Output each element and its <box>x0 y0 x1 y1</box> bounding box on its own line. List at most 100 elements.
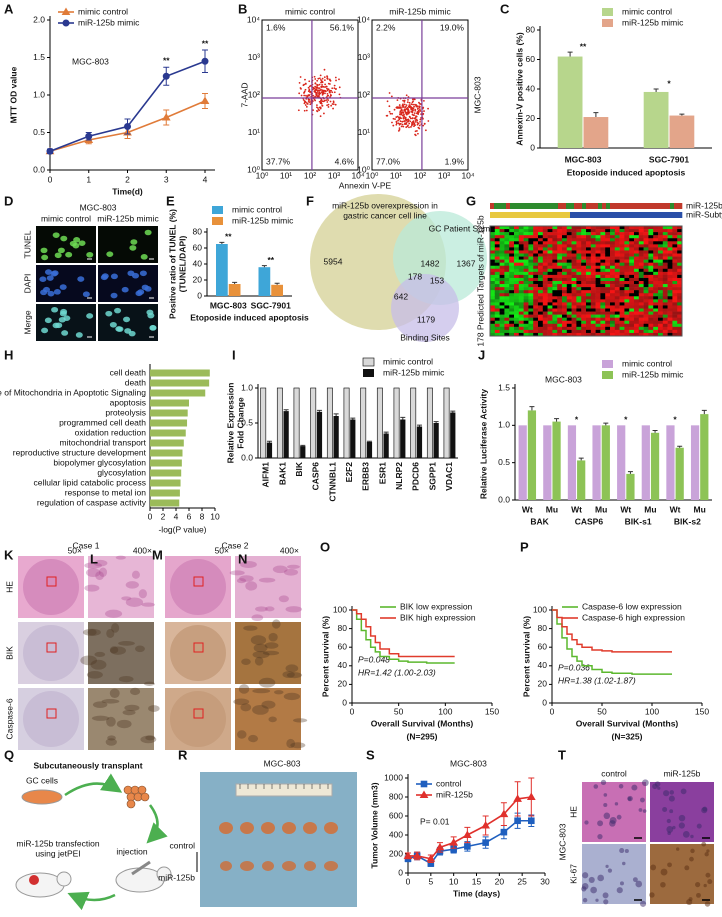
heatmap-cell <box>528 332 534 337</box>
marker <box>499 809 509 818</box>
bar <box>150 439 184 447</box>
heatmap-cell <box>634 314 640 318</box>
event-dot <box>318 92 321 95</box>
heatmap-cell <box>576 290 582 294</box>
heatmap-cell <box>586 244 592 248</box>
event-dot <box>309 90 312 93</box>
heatmap-cell <box>509 241 515 245</box>
heatmap-cell <box>533 308 539 312</box>
cell-blob <box>84 584 100 592</box>
heatmap-cell <box>605 314 611 318</box>
x-axis-label: Annexin V-PE <box>339 180 392 190</box>
heatmap-cell <box>528 262 534 267</box>
nucleus <box>53 289 61 295</box>
heatmap-cell <box>547 287 553 291</box>
scheme-title: Subcutaneously transplant <box>33 760 142 770</box>
event-dot <box>393 108 396 111</box>
heatmap-cell <box>518 311 524 315</box>
heatmap-cell <box>499 314 505 318</box>
event-dot <box>407 120 409 123</box>
heatmap-cell <box>518 226 524 230</box>
y-tick-label: 10¹ <box>358 127 370 137</box>
heatmap-cell <box>518 281 524 285</box>
bar <box>443 387 450 459</box>
heatmap-cell <box>566 247 572 251</box>
cell-blob <box>92 701 108 709</box>
heatmap-cell <box>542 250 548 254</box>
heatmap-cell <box>610 256 616 260</box>
heatmap-cell <box>667 287 673 291</box>
bar <box>360 387 367 459</box>
y-tick-label: 40 <box>193 258 203 268</box>
x-tick-label: 10 <box>210 511 220 521</box>
event-dot <box>329 91 331 94</box>
heatmap-cell <box>528 277 534 282</box>
heatmap-cell <box>648 226 654 230</box>
heatmap-cell <box>648 323 654 328</box>
nucleus <box>109 321 117 328</box>
x-tick-label: Mu <box>546 504 558 514</box>
event-dot <box>327 99 330 102</box>
heatmap-cell <box>595 332 601 337</box>
heatmap-cell <box>653 311 659 315</box>
track-cell <box>594 212 599 218</box>
heatmap-cell <box>499 238 505 242</box>
event-dot <box>326 92 329 95</box>
x-tick-label: NLRP2 <box>394 462 404 490</box>
heatmap-cell <box>499 244 505 248</box>
bar <box>150 459 182 467</box>
heatmap-cell <box>614 323 620 328</box>
cell-blob <box>252 688 271 694</box>
heatmap-cell <box>494 308 500 312</box>
heatmap-cell <box>514 332 520 337</box>
heatmap-cell <box>648 268 654 273</box>
heatmap-cell <box>538 229 544 233</box>
event-dot <box>392 124 395 127</box>
track-cell <box>506 203 511 209</box>
error-bar <box>677 445 683 448</box>
heatmap-cell <box>571 296 577 300</box>
panel-label: O <box>320 539 330 554</box>
heatmap-cell <box>672 256 678 260</box>
heatmap-cell <box>542 290 548 294</box>
heatmap-cell <box>610 326 616 331</box>
panel-label: S <box>366 747 375 762</box>
heatmap-cell <box>658 311 664 315</box>
track-cell <box>590 212 595 218</box>
heatmap-cell <box>610 253 616 257</box>
heatmap-cell <box>614 281 620 285</box>
heatmap-cell <box>667 235 673 239</box>
event-dot <box>398 117 401 120</box>
heatmap-cell <box>518 262 524 267</box>
heatmap-cell <box>648 238 654 242</box>
heatmap-cell <box>610 308 616 312</box>
heatmap-cell <box>600 250 606 254</box>
y-tick-label: 60 <box>538 641 548 651</box>
track-cell <box>618 212 623 218</box>
cell-blob <box>253 643 268 653</box>
heatmap-cell <box>624 329 630 334</box>
event-dot <box>388 110 391 113</box>
event-dot <box>412 103 415 106</box>
heatmap-cell <box>533 293 539 297</box>
error-bar <box>433 421 439 423</box>
heatmap-cell <box>490 317 496 322</box>
heatmap-cell <box>619 284 625 288</box>
heatmap-cell <box>658 287 664 291</box>
y-tick-label: programmed cell death <box>59 417 146 427</box>
heatmap-cell <box>557 271 563 276</box>
heatmap-cell <box>614 308 620 312</box>
heatmap-cell <box>590 271 596 276</box>
heatmap-cell <box>600 235 606 239</box>
heatmap-cell <box>586 317 592 322</box>
heatmap-cell <box>672 244 678 248</box>
heatmap-cell <box>552 259 558 263</box>
heatmap-cell <box>547 308 553 312</box>
heatmap-cell <box>504 277 510 282</box>
heatmap-cell <box>648 329 654 334</box>
heatmap-cell <box>499 290 505 294</box>
nucleus <box>41 254 49 261</box>
heatmap-cell <box>562 247 568 251</box>
heatmap-cell <box>571 308 577 312</box>
heatmap-cell <box>571 281 577 285</box>
